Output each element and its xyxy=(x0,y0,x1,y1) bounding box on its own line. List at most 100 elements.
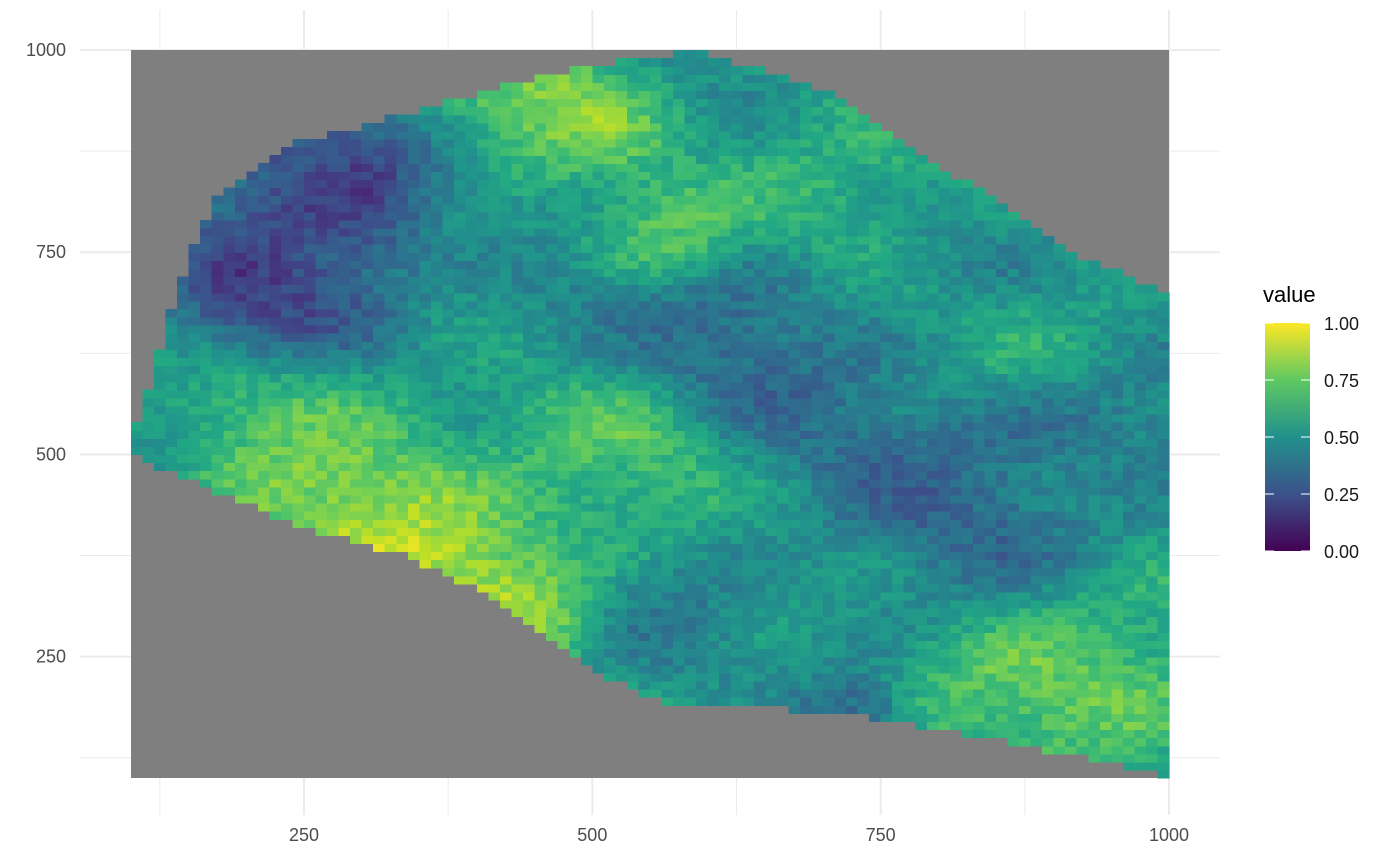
heatmap-cell xyxy=(834,381,847,391)
heatmap-cell xyxy=(765,583,778,593)
heatmap-cell xyxy=(500,268,513,278)
heatmap-cell xyxy=(915,608,928,617)
heatmap-cell xyxy=(684,341,697,350)
heatmap-cell xyxy=(961,300,974,310)
heatmap-cell xyxy=(557,333,570,342)
heatmap-cell xyxy=(292,430,305,439)
heatmap-cell xyxy=(834,697,847,706)
heatmap-cell xyxy=(1007,478,1020,488)
heatmap-cell xyxy=(788,333,801,342)
heatmap-cell xyxy=(811,373,824,383)
heatmap-cell xyxy=(396,430,409,439)
heatmap-cell xyxy=(615,656,628,666)
heatmap-cell xyxy=(1053,397,1066,407)
heatmap-cell xyxy=(580,422,593,431)
heatmap-cell xyxy=(707,543,720,553)
heatmap-cell xyxy=(500,519,513,528)
heatmap-cell xyxy=(384,405,397,415)
heatmap-cell xyxy=(788,122,801,132)
heatmap-cell xyxy=(557,462,570,472)
heatmap-cell xyxy=(211,357,224,367)
heatmap-cell xyxy=(280,236,294,245)
heatmap-cell xyxy=(350,486,363,496)
heatmap-cell xyxy=(707,478,720,488)
heatmap-cell xyxy=(442,365,455,375)
heatmap-cell xyxy=(776,559,789,569)
heatmap-cell xyxy=(592,260,605,269)
heatmap-cell xyxy=(384,381,397,391)
heatmap-cell xyxy=(361,171,374,181)
heatmap-cell xyxy=(926,284,939,294)
heatmap-cell xyxy=(926,203,939,213)
heatmap-cell xyxy=(719,308,732,318)
heatmap-cell xyxy=(892,405,905,415)
heatmap-cell xyxy=(811,106,824,116)
heatmap-cell xyxy=(857,244,870,253)
heatmap-cell xyxy=(742,454,755,464)
heatmap-cell xyxy=(592,252,605,261)
heatmap-cell xyxy=(788,438,801,447)
heatmap-cell xyxy=(869,632,882,642)
heatmap-cell xyxy=(719,519,732,528)
heatmap-cell xyxy=(488,511,501,520)
heatmap-cell xyxy=(846,308,859,318)
heatmap-cell xyxy=(626,219,640,229)
heatmap-cell xyxy=(292,365,305,375)
heatmap-cell xyxy=(776,697,789,706)
heatmap-cell xyxy=(546,122,559,132)
heatmap-cell xyxy=(984,405,997,415)
heatmap-cell xyxy=(892,155,905,164)
heatmap-cell xyxy=(546,130,559,140)
heatmap-cell xyxy=(211,292,224,302)
heatmap-cell xyxy=(626,325,640,334)
heatmap-cell xyxy=(673,163,686,172)
heatmap-cell xyxy=(200,430,213,439)
heatmap-cell xyxy=(638,535,651,545)
heatmap-cell xyxy=(453,486,467,496)
heatmap-cell xyxy=(823,551,836,561)
heatmap-cell xyxy=(557,511,570,520)
heatmap-cell xyxy=(626,397,640,407)
heatmap-cell xyxy=(315,478,328,488)
heatmap-cell xyxy=(603,284,616,294)
heatmap-cell xyxy=(500,422,513,431)
heatmap-cell xyxy=(557,365,570,375)
heatmap-cell xyxy=(338,454,351,464)
heatmap-cell xyxy=(857,414,870,423)
heatmap-cell xyxy=(292,179,305,189)
heatmap-cell xyxy=(603,494,616,504)
heatmap-cell xyxy=(915,575,928,585)
heatmap-cell xyxy=(707,244,720,253)
heatmap-cell xyxy=(880,171,893,181)
heatmap-cell xyxy=(742,365,755,375)
heatmap-cell xyxy=(546,163,559,172)
heatmap-cell xyxy=(1030,494,1043,504)
heatmap-cell xyxy=(488,422,501,431)
heatmap-cell xyxy=(719,163,732,172)
heatmap-cell xyxy=(788,600,801,609)
heatmap-cell xyxy=(603,236,616,245)
heatmap-cell xyxy=(1019,422,1032,431)
heatmap-cell xyxy=(996,211,1009,221)
heatmap-cell xyxy=(569,591,582,601)
heatmap-cell xyxy=(603,519,616,528)
heatmap-cell xyxy=(407,171,420,181)
heatmap-cell xyxy=(719,656,732,666)
heatmap-cell xyxy=(304,268,317,278)
heatmap-cell xyxy=(546,438,559,447)
heatmap-cell xyxy=(234,454,247,464)
heatmap-cell xyxy=(730,527,743,536)
heatmap-cell xyxy=(823,381,836,391)
heatmap-cell xyxy=(926,462,939,472)
heatmap-cell xyxy=(327,292,340,302)
heatmap-cell xyxy=(823,648,836,658)
heatmap-cell xyxy=(753,502,766,512)
heatmap-cell xyxy=(523,147,536,156)
heatmap-cell xyxy=(234,381,247,391)
heatmap-cell xyxy=(453,502,467,512)
heatmap-cell xyxy=(557,575,570,585)
heatmap-cell xyxy=(615,316,628,326)
heatmap-cell xyxy=(292,381,305,391)
heatmap-cell xyxy=(776,624,789,633)
heatmap-cell xyxy=(523,616,536,625)
